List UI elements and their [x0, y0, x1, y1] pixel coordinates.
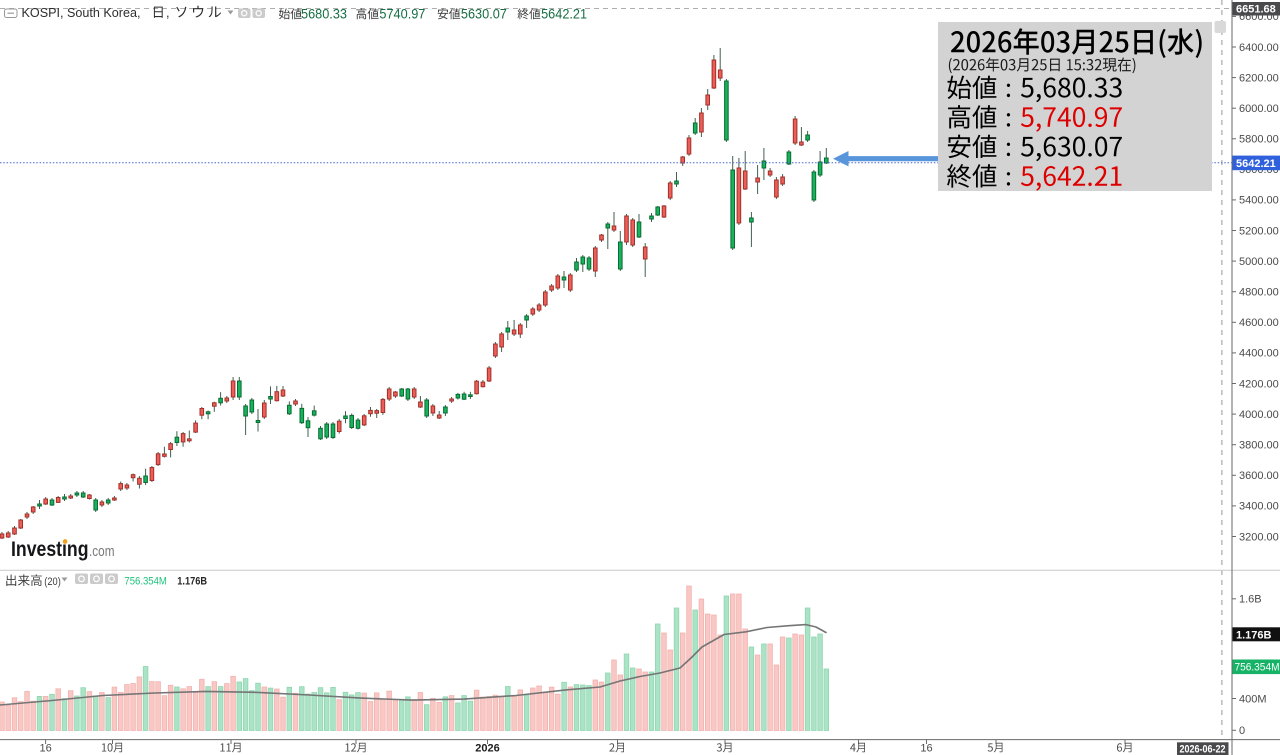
svg-text:3600.00: 3600.00 — [1239, 470, 1279, 482]
svg-text:2026: 2026 — [475, 743, 499, 755]
svg-text:.com: .com — [89, 544, 115, 560]
svg-text:5400.00: 5400.00 — [1239, 195, 1279, 207]
svg-text:400M: 400M — [1239, 693, 1267, 705]
svg-text:5740.97: 5740.97 — [379, 6, 425, 21]
svg-text:5630.07: 5630.07 — [461, 6, 507, 21]
svg-text:,: , — [166, 6, 170, 20]
svg-text:5800.00: 5800.00 — [1239, 134, 1279, 146]
svg-text:KOSPI, South Korea,: KOSPI, South Korea, — [22, 6, 141, 20]
svg-text:5200.00: 5200.00 — [1239, 225, 1279, 237]
svg-text:5642.21: 5642.21 — [1236, 158, 1276, 170]
svg-text:5642.21: 5642.21 — [541, 6, 587, 21]
svg-text:4600.00: 4600.00 — [1239, 317, 1279, 329]
svg-text:16: 16 — [920, 743, 932, 755]
svg-text:3200.00: 3200.00 — [1239, 531, 1279, 543]
svg-text:1.176B: 1.176B — [1236, 629, 1272, 641]
svg-text:3800.00: 3800.00 — [1239, 439, 1279, 451]
svg-text:6000.00: 6000.00 — [1239, 103, 1279, 115]
svg-text:756.354M: 756.354M — [1235, 662, 1280, 674]
svg-text:6400.00: 6400.00 — [1239, 42, 1279, 54]
svg-text:5680.33: 5680.33 — [301, 6, 347, 21]
svg-text:Investing: Investing — [11, 538, 89, 561]
svg-text:4000.00: 4000.00 — [1239, 409, 1279, 421]
svg-text:3400.00: 3400.00 — [1239, 501, 1279, 513]
svg-text:756.354M: 756.354M — [124, 576, 166, 588]
svg-text:1.6B: 1.6B — [1239, 594, 1262, 606]
svg-text:(20): (20) — [44, 576, 61, 588]
svg-text:4800.00: 4800.00 — [1239, 287, 1279, 299]
svg-text:5000.00: 5000.00 — [1239, 256, 1279, 268]
svg-text:4200.00: 4200.00 — [1239, 378, 1279, 390]
svg-text:1.176B: 1.176B — [177, 576, 207, 588]
svg-text:2026-06-22: 2026-06-22 — [1180, 744, 1226, 755]
svg-text:0: 0 — [1239, 725, 1245, 737]
svg-text:16: 16 — [39, 743, 51, 755]
svg-text:6651.68: 6651.68 — [1236, 4, 1276, 16]
svg-text:6200.00: 6200.00 — [1239, 72, 1279, 84]
svg-text:4400.00: 4400.00 — [1239, 348, 1279, 360]
